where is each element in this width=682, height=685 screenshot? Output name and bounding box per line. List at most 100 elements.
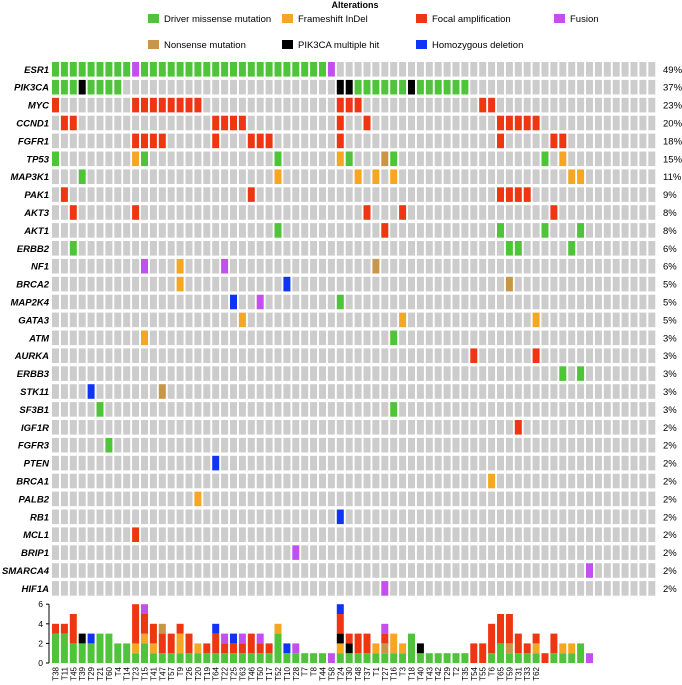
cell-empty xyxy=(283,169,291,184)
bar-segment-fusion xyxy=(381,623,389,634)
cell-empty xyxy=(399,169,407,184)
cell-empty xyxy=(141,384,148,399)
cell-empty xyxy=(354,491,362,507)
cell-empty xyxy=(594,169,602,184)
cell-empty xyxy=(425,420,433,435)
cell-empty xyxy=(274,491,282,507)
cell-empty xyxy=(470,79,478,95)
cell-empty xyxy=(603,205,611,220)
bar-segment-amp xyxy=(336,614,344,634)
cell-empty xyxy=(336,384,344,399)
cell-empty xyxy=(461,384,469,399)
cell-empty xyxy=(497,151,504,167)
cell-empty xyxy=(265,205,273,220)
cell-empty xyxy=(532,563,540,578)
cell-empty xyxy=(301,312,309,328)
cell-empty xyxy=(550,115,558,131)
cell-empty xyxy=(319,258,326,274)
cell-empty xyxy=(319,527,326,542)
cell-empty xyxy=(292,97,300,113)
cell-empty xyxy=(434,151,442,167)
cell-empty xyxy=(532,187,540,202)
cell-empty xyxy=(630,366,638,381)
cell-empty xyxy=(621,223,629,238)
cell-empty xyxy=(363,294,371,310)
cell-empty xyxy=(221,437,229,453)
cell-empty xyxy=(354,348,362,363)
cell-empty xyxy=(141,276,148,292)
cell-empty xyxy=(399,420,407,435)
cell-empty xyxy=(532,241,540,256)
cell-empty xyxy=(434,563,442,578)
cell-empty xyxy=(185,187,193,202)
cell-empty xyxy=(203,348,211,363)
cell-empty xyxy=(363,437,371,453)
cell-empty xyxy=(372,330,380,346)
bar-segment-missense xyxy=(399,653,407,663)
cell-empty xyxy=(230,491,237,507)
cell-empty xyxy=(336,62,344,77)
cell-empty xyxy=(425,241,433,256)
cell-empty xyxy=(265,187,273,202)
cell-missense xyxy=(283,62,291,77)
cell-missense xyxy=(185,62,193,77)
cell-empty xyxy=(612,348,620,363)
cell-empty xyxy=(390,97,398,113)
cell-empty xyxy=(265,258,273,274)
cell-empty xyxy=(532,545,540,560)
cell-empty xyxy=(354,241,362,256)
cell-empty xyxy=(336,312,344,328)
cell-empty xyxy=(497,258,504,274)
cell-empty xyxy=(203,473,211,489)
cell-empty xyxy=(363,473,371,489)
cell-empty xyxy=(568,258,576,274)
cell-missense xyxy=(301,62,309,77)
cell-empty xyxy=(167,151,175,167)
cell-empty xyxy=(221,79,229,95)
cell-empty xyxy=(78,563,86,578)
cell-empty xyxy=(408,527,415,542)
cell-empty xyxy=(612,509,620,525)
cell-empty xyxy=(381,402,389,417)
cell-empty xyxy=(336,223,344,238)
cell-empty xyxy=(185,205,193,220)
cell-nonsense xyxy=(505,276,513,292)
cell-empty xyxy=(96,205,104,220)
cell-empty xyxy=(310,241,318,256)
cell-fusion xyxy=(327,62,335,77)
cell-empty xyxy=(586,491,593,507)
cell-empty xyxy=(630,473,638,489)
cell-empty xyxy=(354,455,362,471)
cell-empty xyxy=(568,402,576,417)
cell-empty xyxy=(425,509,433,525)
cell-empty xyxy=(577,187,585,202)
cell-empty xyxy=(603,402,611,417)
cell-amp xyxy=(505,187,513,202)
cell-empty xyxy=(283,581,291,596)
cell-empty xyxy=(274,545,282,560)
cell-empty xyxy=(381,258,389,274)
bar-segment-nonsense xyxy=(505,643,513,654)
cell-empty xyxy=(532,384,540,399)
cell-empty xyxy=(310,402,318,417)
cell-empty xyxy=(158,294,166,310)
cell-empty xyxy=(399,384,407,399)
cell-frameshift xyxy=(399,312,407,328)
cell-empty xyxy=(319,241,326,256)
cell-empty xyxy=(559,276,567,292)
cell-empty xyxy=(265,384,273,399)
cell-empty xyxy=(612,205,620,220)
cell-empty xyxy=(149,241,157,256)
cell-missense xyxy=(372,79,380,95)
cell-empty xyxy=(238,294,246,310)
cell-empty xyxy=(381,455,389,471)
cell-empty xyxy=(52,294,59,310)
cell-empty xyxy=(238,79,246,95)
cell-empty xyxy=(381,330,389,346)
cell-empty xyxy=(514,348,522,363)
cell-empty xyxy=(372,581,380,596)
cell-empty xyxy=(381,187,389,202)
cell-empty xyxy=(505,169,513,184)
cell-empty xyxy=(176,223,184,238)
cell-empty xyxy=(399,330,407,346)
